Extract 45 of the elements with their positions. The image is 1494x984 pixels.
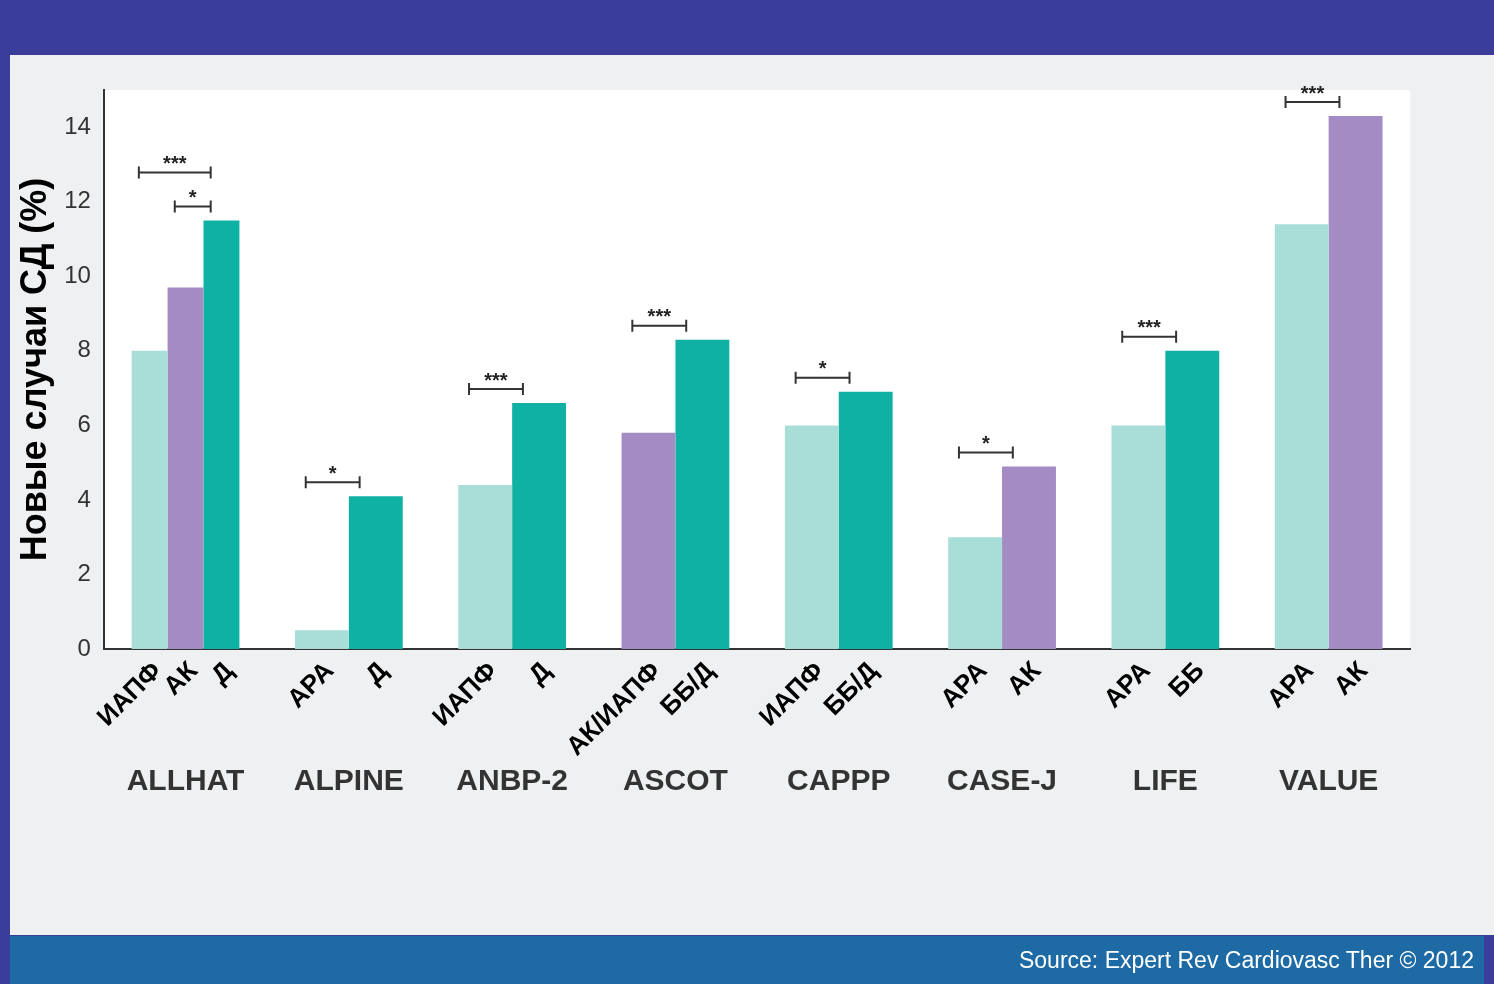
x-tick-label: ALPINE	[293, 763, 404, 797]
y-tick-label: 2	[77, 559, 91, 587]
annotation: *	[188, 185, 197, 208]
text: Д	[204, 654, 240, 690]
y-tick-label: 10	[64, 260, 91, 288]
annotation: ***	[647, 305, 672, 328]
bar	[838, 391, 893, 649]
bar	[458, 485, 513, 649]
annotation: ***	[163, 151, 187, 174]
x-tick-label: ANBP-2	[456, 763, 568, 797]
annotation: *	[328, 461, 337, 484]
y-tick-label: 8	[77, 335, 91, 363]
y-tick-label: 12	[64, 186, 91, 214]
annotation: *	[981, 431, 990, 454]
annotation: ***	[484, 368, 508, 391]
bar	[675, 339, 730, 649]
bar	[784, 425, 839, 649]
bar	[294, 630, 349, 649]
text: ББ	[1161, 655, 1210, 703]
bar	[348, 496, 403, 649]
bar	[948, 537, 1003, 649]
annotation: ***	[1137, 316, 1162, 339]
text: АК	[157, 655, 203, 701]
x-tick-label: ASCOT	[622, 763, 728, 797]
text: АК	[1327, 655, 1373, 701]
x-tick-label: LIFE	[1132, 763, 1198, 797]
annotation: *	[818, 357, 827, 380]
text: АК	[1000, 655, 1047, 701]
y-tick-label: 0	[77, 633, 91, 661]
x-tick-label: CASE-J	[947, 763, 1058, 797]
x-tick-label: VALUE	[1278, 763, 1379, 797]
bar	[1111, 425, 1166, 649]
x-tick-label: ALLHAT	[126, 763, 245, 797]
x-tick-label: CAPPP	[787, 763, 891, 797]
bar	[1274, 224, 1329, 649]
bar	[512, 403, 567, 649]
annotation: ***	[1300, 81, 1325, 104]
text: Д	[522, 654, 557, 690]
y-axis-title: Новые случаи СД (%)	[12, 177, 54, 562]
y-tick-label: 14	[64, 111, 91, 139]
text: Д	[358, 654, 394, 690]
y-tick-label: 4	[77, 484, 91, 512]
y-tick-label: 6	[77, 410, 91, 438]
source-note: Source: Expert Rev Cardiovasc Ther © 2012	[10, 936, 1484, 984]
bar	[1165, 350, 1220, 649]
